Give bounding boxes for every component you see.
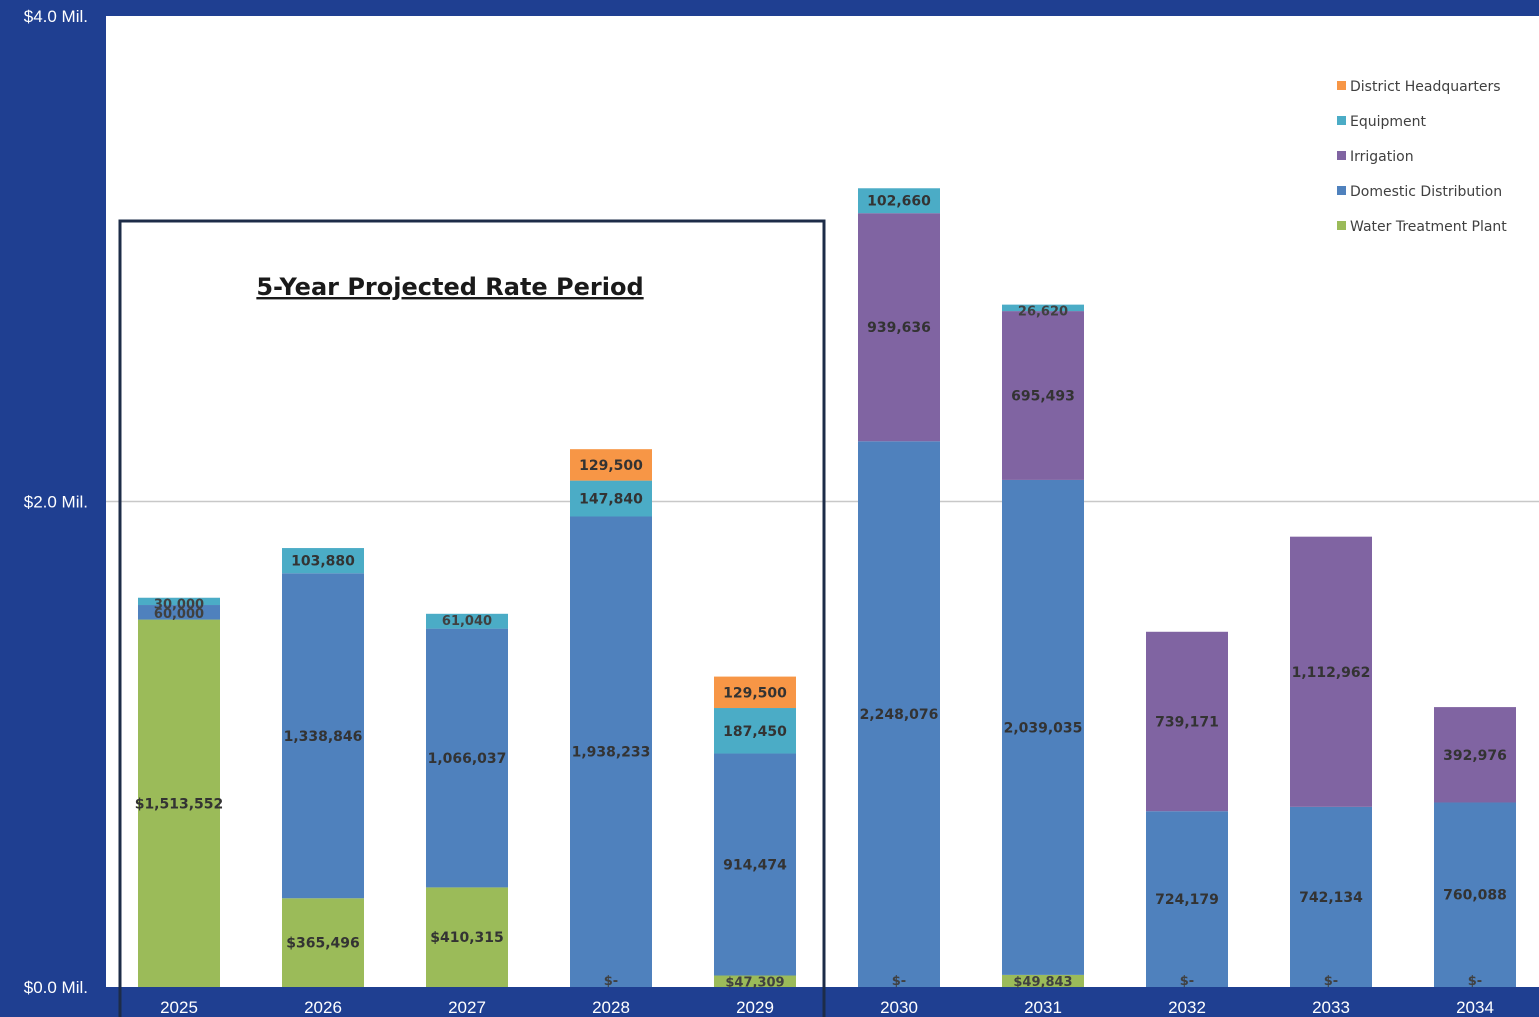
bar-segment [858, 188, 940, 214]
data-label: 760,088 [1443, 888, 1507, 904]
data-label: 1,338,846 [284, 729, 363, 745]
bar-segment [138, 605, 220, 620]
bar-segment [282, 548, 364, 574]
x-tick-label: 2028 [592, 998, 630, 1017]
data-label: 60,000 [154, 607, 204, 622]
x-tick-label: 2034 [1456, 998, 1494, 1017]
x-tick-label: 2030 [880, 998, 918, 1017]
data-label: 695,493 [1011, 389, 1075, 405]
x-tick-label: 2032 [1168, 998, 1206, 1017]
data-label: 392,976 [1443, 748, 1507, 764]
y-tick-label: $0.0 Mil. [24, 978, 88, 997]
legend-swatch [1337, 81, 1346, 90]
data-label: 1,066,037 [428, 751, 507, 767]
data-label: 129,500 [579, 458, 643, 474]
data-label: 914,474 [723, 858, 787, 874]
y-tick-label: $4.0 Mil. [24, 7, 88, 26]
bars [138, 188, 1516, 987]
bar-segment [1434, 707, 1516, 803]
data-label: 103,880 [291, 554, 355, 570]
bar-segment [570, 516, 652, 987]
data-label: $49,843 [1013, 975, 1072, 990]
bar-segment [570, 480, 652, 517]
bar-segment [570, 449, 652, 481]
bar-segment [858, 213, 940, 442]
rate-period-box [118, 219, 826, 1017]
data-label: 1,112,962 [1292, 665, 1371, 681]
data-label: 2,248,076 [860, 707, 939, 723]
bar-segment [138, 597, 220, 606]
data-label: 129,500 [723, 685, 787, 701]
data-label: 742,134 [1299, 890, 1363, 906]
data-label: $410,315 [430, 930, 504, 946]
bar-segment [1002, 304, 1084, 312]
data-label: $1,513,552 [135, 796, 224, 812]
bar-segment [714, 676, 796, 709]
data-label: 1,938,233 [572, 745, 651, 761]
bar-segment [858, 441, 940, 987]
bar-segment [1146, 631, 1228, 812]
bar-segment [1002, 479, 1084, 975]
legend-label: Domestic Distribution [1350, 184, 1502, 200]
data-label: 61,040 [442, 614, 492, 629]
bar-segment [714, 708, 796, 754]
bar-segment [714, 753, 796, 976]
x-tick-label: 2027 [448, 998, 486, 1017]
data-label: 147,840 [579, 492, 643, 508]
legend-label: Water Treatment Plant [1350, 219, 1507, 235]
bar-segment [1434, 802, 1516, 987]
bar-segment [714, 975, 796, 987]
bar-segment [282, 573, 364, 899]
axes: $0.0 Mil. $2.0 Mil. $4.0 Mil. 2025 2026 2027 2… [24, 7, 1494, 1017]
bar-segment [1002, 311, 1084, 480]
y-tick-label: $2.0 Mil. [24, 493, 88, 512]
bar-segment [426, 628, 508, 888]
bar-segment [426, 887, 508, 987]
legend-swatch [1337, 116, 1346, 125]
bar-segment [426, 613, 508, 629]
bar-segment [1290, 536, 1372, 807]
data-label: 102,660 [867, 194, 931, 210]
bar-segment [1002, 974, 1084, 987]
data-label: $- [1180, 974, 1194, 989]
data-label: $- [1468, 974, 1482, 989]
legend: District Headquarters Equipment Irrigation… [1337, 79, 1507, 235]
data-label: $- [1324, 974, 1338, 989]
data-label: 724,179 [1155, 892, 1219, 908]
bar-segment [1290, 806, 1372, 987]
data-label: $- [604, 974, 618, 989]
x-tick-label: 2031 [1024, 998, 1062, 1017]
data-label: $- [892, 974, 906, 989]
data-label: $47,309 [725, 976, 784, 991]
legend-label: Irrigation [1350, 149, 1414, 165]
legend-swatch [1337, 151, 1346, 160]
bar-segment [1146, 811, 1228, 987]
bar-segment [138, 619, 220, 987]
legend-label: Equipment [1350, 114, 1427, 130]
x-tick-label: 2029 [736, 998, 774, 1017]
data-label: $365,496 [286, 936, 360, 952]
x-tick-label: 2025 [160, 998, 198, 1017]
x-tick-label: 2033 [1312, 998, 1350, 1017]
rate-period-annotation: 5-Year Projected Rate Period [256, 273, 643, 301]
legend-swatch [1337, 221, 1346, 230]
data-label: 187,450 [723, 724, 787, 740]
legend-label: District Headquarters [1350, 79, 1501, 95]
data-label: 26,620 [1018, 305, 1068, 320]
data-label: 739,171 [1155, 714, 1219, 730]
data-label: 30,000 [154, 598, 204, 613]
x-tick-label: 2026 [304, 998, 342, 1017]
data-label: 939,636 [867, 320, 931, 336]
data-label: 2,039,035 [1004, 720, 1083, 736]
bar-segment [282, 898, 364, 987]
legend-swatch [1337, 186, 1346, 195]
